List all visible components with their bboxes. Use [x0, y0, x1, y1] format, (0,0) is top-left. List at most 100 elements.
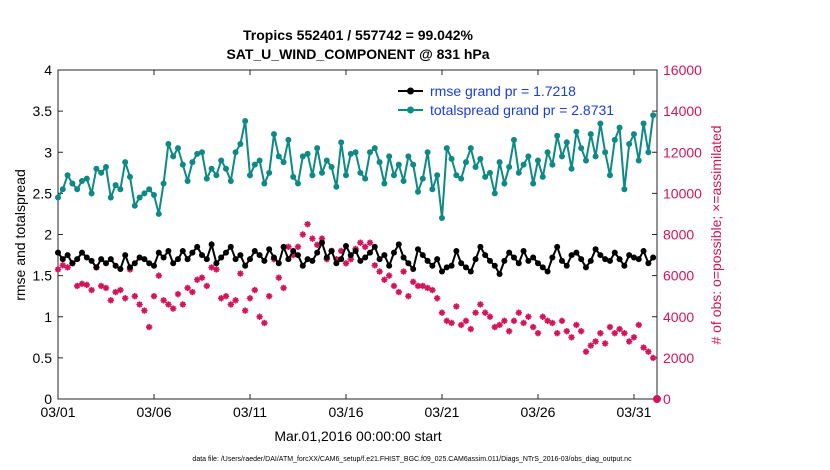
rmse-point: [55, 249, 61, 256]
rmse-point: [299, 262, 306, 269]
obs-marker: [184, 284, 191, 292]
totalspread-point: [438, 215, 445, 222]
obs-marker: [429, 286, 436, 294]
rmse-point: [141, 256, 148, 263]
rmse-point: [587, 257, 594, 264]
obs-marker: [453, 303, 460, 310]
obs-marker: [64, 264, 71, 271]
obs-marker: [294, 243, 302, 251]
totalspread-point: [443, 145, 450, 152]
obs-marker: [357, 239, 364, 246]
totalspread-point: [645, 149, 652, 156]
totalspread-point: [410, 161, 417, 168]
obs-marker: [558, 317, 566, 325]
obs-marker: [597, 330, 604, 337]
rmse-point: [290, 247, 297, 254]
rmse-point: [405, 260, 412, 267]
obs-marker: [443, 317, 450, 325]
rmse-point: [102, 260, 109, 267]
totalspread-point: [390, 172, 397, 179]
obs-marker: [477, 301, 484, 308]
totalspread-point: [510, 136, 517, 143]
totalspread-point: [539, 173, 546, 180]
totalspread-point: [611, 136, 618, 143]
obs-marker: [419, 282, 426, 290]
totalspread-point: [453, 172, 460, 179]
rmse-point: [246, 256, 253, 263]
right-y-tick-label: 14000: [663, 103, 702, 119]
totalspread-point: [630, 131, 637, 138]
totalspread-point: [578, 145, 585, 152]
totalspread-point: [88, 190, 95, 197]
obs-marker: [102, 284, 110, 292]
rmse-point: [554, 243, 561, 250]
obs-marker: [261, 319, 268, 327]
totalspread-point: [582, 157, 589, 164]
rmse-point: [194, 243, 201, 250]
totalspread-point: [472, 164, 479, 171]
rmse-point: [146, 260, 153, 267]
obs-marker: [568, 334, 575, 341]
obs-marker: [337, 247, 345, 255]
left-y-axis: 0 0.5 1 1.5 2 2.5 3 3.5 4: [33, 62, 63, 407]
rmse-point: [443, 264, 450, 271]
totalspread-point: [558, 153, 565, 160]
obs-marker: [491, 323, 498, 331]
rmse-point: [270, 254, 277, 261]
rmse-point: [376, 256, 383, 263]
totalspread-point: [467, 145, 474, 152]
totalspread-point: [376, 159, 383, 166]
totalspread-point: [174, 145, 181, 152]
totalspread-point: [270, 131, 277, 138]
totalspread-point: [141, 190, 148, 197]
obs-marker: [534, 330, 542, 337]
legend-spread-marker: [407, 106, 414, 114]
totalspread-point: [126, 173, 133, 180]
rmse-point: [256, 252, 263, 259]
obs-marker: [342, 260, 350, 267]
rmse-point: [366, 249, 373, 256]
obs-marker: [472, 309, 479, 316]
rmse-point: [534, 260, 541, 267]
totalspread-point: [74, 186, 81, 193]
totalspread-point: [213, 172, 220, 179]
rmse-point: [88, 257, 95, 264]
plot-area: [57, 69, 658, 400]
obs-marker: [189, 288, 196, 296]
obs-marker: [649, 354, 657, 362]
totalspread-point: [486, 169, 493, 176]
rmse-point: [126, 264, 133, 271]
rmse-point: [506, 249, 513, 256]
obs-marker: [520, 319, 527, 327]
obs-marker: [256, 313, 263, 320]
rmse-point: [155, 249, 162, 256]
right-y-tick-label: 6000: [663, 268, 694, 284]
x-axis-label: Mar.01,2016 00:00:00 start: [274, 428, 441, 444]
totalspread-point: [333, 183, 340, 190]
obs-marker: [371, 262, 378, 269]
rmse-point: [462, 264, 469, 271]
data-file-footnote: data file: /Users/raeder/DAI/ATM_forcXX/…: [192, 456, 632, 463]
right-y-tick-label: 16000: [663, 62, 702, 78]
obs-marker: [438, 309, 446, 316]
rmse-point: [650, 254, 657, 261]
obs-marker: [160, 297, 167, 304]
obs-marker: [563, 327, 570, 335]
obs-marker: [169, 305, 177, 312]
totalspread-point: [352, 149, 359, 156]
totalspread-point: [266, 169, 273, 176]
obs-marker: [141, 307, 148, 314]
totalspread-point: [136, 194, 143, 201]
totalspread-point: [55, 194, 61, 201]
obs-marker: [462, 317, 470, 325]
rmse-point: [136, 254, 143, 261]
obs-marker: [73, 282, 81, 290]
rmse-point: [424, 257, 431, 264]
rmse-point: [213, 260, 220, 267]
rmse-point: [232, 256, 239, 263]
obs-marker: [136, 301, 143, 308]
obs-marker: [222, 292, 230, 300]
x-axis: 03/01 03/06 03/11 03/16 03/21 03/26 03/31: [40, 70, 652, 420]
right-y-tick-label: 10000: [663, 185, 702, 201]
